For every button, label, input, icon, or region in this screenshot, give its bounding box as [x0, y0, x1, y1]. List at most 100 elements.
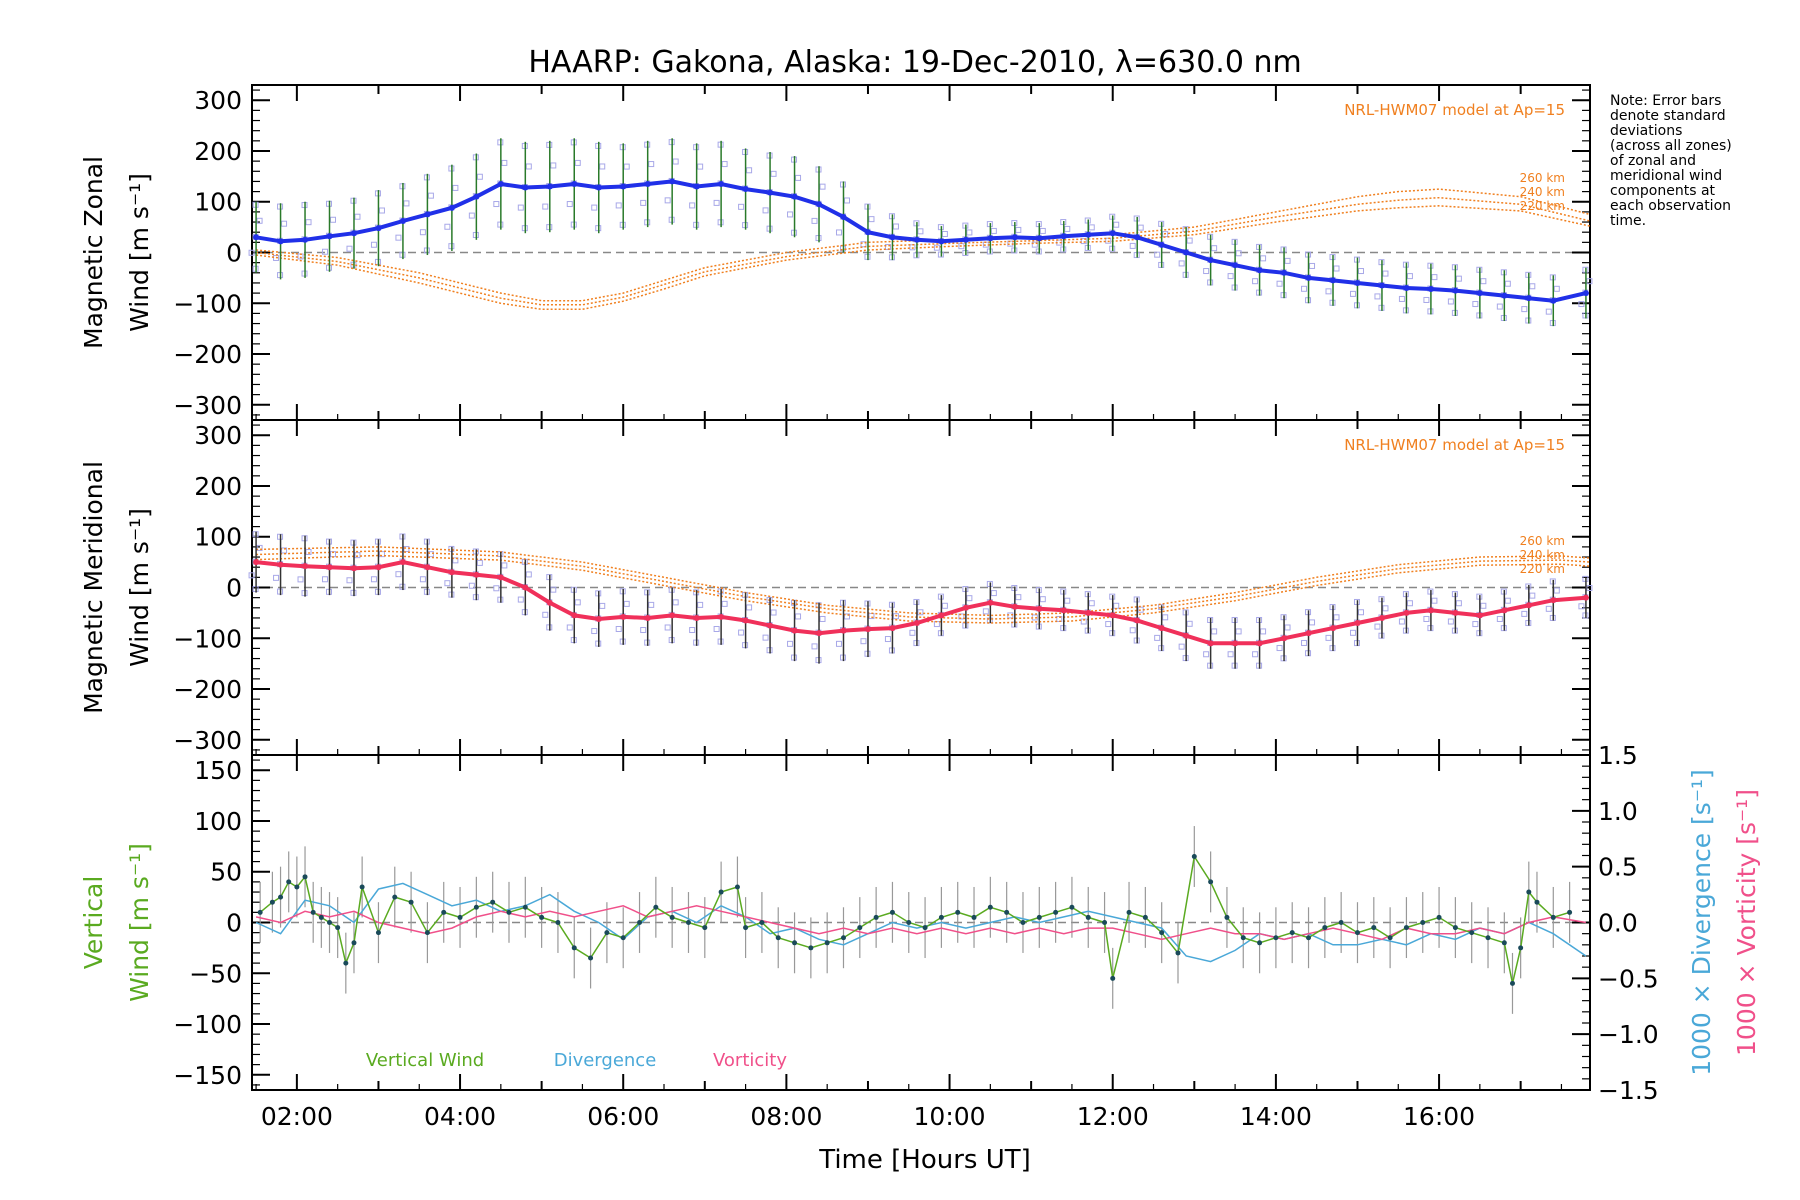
note-line: (across all zones) [1610, 138, 1732, 154]
wind-point [350, 565, 357, 572]
y2-tick-label: 1.0 [1598, 797, 1638, 826]
vertical-wind-point [873, 914, 879, 920]
vertical-wind-point [1485, 935, 1491, 941]
vertical-wind-point [1567, 909, 1573, 915]
scatter-point [248, 249, 255, 256]
scatter-point [370, 241, 377, 248]
scatter-point [1586, 278, 1593, 285]
vertical-wind-point [685, 920, 691, 925]
vertical-wind-point [1371, 925, 1377, 931]
wind-point [1476, 612, 1483, 619]
scatter-point [982, 608, 989, 615]
scatter-point [468, 212, 475, 219]
scatter-point [517, 204, 524, 211]
scatter-point [1357, 609, 1364, 616]
wind-point [1452, 287, 1459, 294]
scatter-point [419, 229, 426, 236]
scatter-point [1031, 241, 1038, 248]
scatter-point [1235, 250, 1242, 257]
scatter-point [1382, 270, 1389, 277]
wind-point [669, 178, 676, 185]
scatter-point [1309, 262, 1316, 269]
vertical-wind-point [1469, 930, 1475, 936]
scatter-point [354, 213, 361, 220]
wind-point [864, 626, 871, 633]
scatter-point [476, 173, 483, 180]
vertical-wind-point [987, 904, 993, 910]
vertical-wind-point [808, 945, 814, 951]
vertical-wind-point [473, 904, 479, 910]
vertical-wind-point [441, 909, 447, 915]
model-altitude-label: 240 km [1520, 548, 1565, 562]
model-curve-240km [256, 196, 1591, 306]
scatter-point [941, 602, 948, 609]
panel-vertical: −150 −100 −50 0 50 100 150 Vertical Wind [m s⁻¹]… [79, 741, 1761, 1131]
wind-point [1525, 295, 1532, 302]
scatter-point [933, 244, 940, 251]
scatter-point [738, 203, 745, 210]
scatter-point [1276, 645, 1283, 652]
wind-point [913, 620, 920, 627]
wind-point [1256, 267, 1263, 274]
scatter-point [689, 627, 696, 634]
wind-point [669, 612, 676, 619]
vertical-wind-point [1102, 920, 1108, 925]
wind-point [791, 627, 798, 634]
y2-tick-label: 0.0 [1598, 909, 1638, 938]
wind-point [253, 234, 260, 241]
panel-zonal: −300 −200 −100 0 100 200 300 Magnetic Zonal Wind… [79, 84, 1593, 421]
wind-point [1134, 234, 1141, 241]
x-tick-label: 10:00 [914, 1102, 986, 1131]
scatter-point [452, 184, 459, 191]
wind-point [448, 204, 455, 211]
wind-point [1403, 285, 1410, 292]
scatter-point [1088, 600, 1095, 607]
wind-point [987, 599, 994, 606]
vertical-wind-point [1126, 909, 1132, 915]
scatter-point [1521, 610, 1528, 617]
model-curve-220km [256, 205, 1591, 311]
vertical-wind-point [294, 884, 300, 890]
scatter-point [1154, 634, 1161, 641]
scatter-point [322, 248, 329, 255]
y-tick-label: 0 [226, 574, 242, 603]
wind-point [497, 180, 504, 187]
model-curve-260km [256, 546, 1591, 617]
vertical-wind-point [392, 894, 398, 900]
scatter-point [591, 204, 598, 211]
scatter-point [395, 234, 402, 241]
vertical-wind-point [775, 935, 781, 941]
scatter-point [1227, 651, 1234, 658]
vertical-wind-point [278, 894, 284, 900]
scatter-point [346, 577, 353, 584]
vertical-wind-point [522, 904, 528, 910]
vertical-wind-point [351, 940, 357, 946]
scatter-point [550, 162, 557, 169]
scatter-point [370, 576, 377, 583]
scatter-point [591, 628, 598, 635]
y-axis-label: Vertical [79, 876, 108, 970]
scatter-point [1423, 615, 1430, 622]
scatter-point [574, 159, 581, 166]
wind-point [1330, 277, 1337, 284]
wind-point [1354, 279, 1361, 286]
figure-title: HAARP: Gakona, Alaska: 19-Dec-2010, λ=63… [528, 45, 1301, 80]
note-line: of zonal and [1610, 153, 1696, 169]
vertical-wind-point [408, 899, 414, 905]
wind-point [840, 213, 847, 220]
scatter-point [623, 600, 630, 607]
scatter-point [574, 599, 581, 606]
x-tick-label: 08:00 [750, 1102, 822, 1131]
wind-point [767, 189, 774, 196]
wind-point [546, 183, 553, 190]
zonal-wind-line [255, 179, 1587, 303]
vertical-wind-point [637, 920, 643, 925]
scatter-point [542, 611, 549, 618]
wind-point [1550, 297, 1557, 304]
wind-point [522, 184, 529, 191]
scatter-point [990, 227, 997, 234]
scatter-point [1080, 618, 1087, 625]
scatter-point [1472, 301, 1479, 308]
scatter-point [892, 613, 899, 620]
